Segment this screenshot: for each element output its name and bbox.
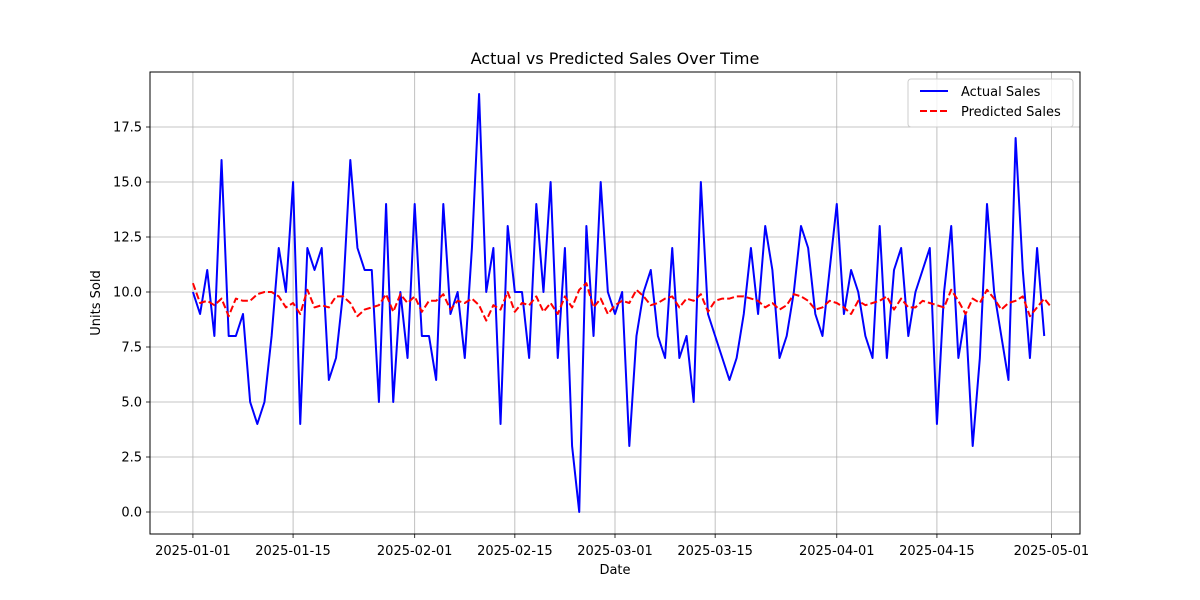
legend-label-predicted: Predicted Sales: [961, 105, 1061, 120]
y-tick-label: 5.0: [121, 396, 142, 411]
y-tick-label: 7.5: [121, 341, 142, 356]
x-axis-ticks: 2025-01-01 2025-01-15 2025-02-01 2025-02-15…: [155, 534, 1089, 559]
x-tick-label: 2025-01-15: [255, 544, 331, 559]
x-tick-label: 2025-03-01: [577, 544, 653, 559]
series-layer: [191, 93, 1053, 513]
x-tick-label: 2025-04-15: [899, 544, 975, 559]
x-tick-label: 2025-01-01: [155, 544, 231, 559]
y-axis-label: Units Sold: [89, 270, 104, 335]
x-axis-label: Date: [599, 563, 630, 578]
y-tick-label: 2.5: [121, 451, 142, 466]
legend-box: [907, 78, 1074, 128]
series-line-predicted-sales: [191, 282, 1053, 322]
x-tick-label: 2025-05-01: [1014, 544, 1090, 559]
y-tick-label: 10.0: [113, 286, 142, 301]
x-tick-label: 2025-02-15: [477, 544, 553, 559]
chart-title: Actual vs Predicted Sales Over Time: [471, 49, 760, 68]
legend: Actual Sales Predicted Sales: [907, 78, 1074, 128]
y-tick-label: 0.0: [121, 506, 142, 521]
x-tick-label: 2025-02-01: [377, 544, 453, 559]
grid-lines: [150, 72, 1080, 534]
y-tick-label: 17.5: [113, 121, 142, 136]
x-tick-label: 2025-03-15: [677, 544, 753, 559]
y-tick-label: 15.0: [113, 176, 142, 191]
y-tick-label: 12.5: [113, 231, 142, 246]
x-tick-label: 2025-04-01: [799, 544, 875, 559]
legend-label-actual: Actual Sales: [961, 85, 1041, 100]
y-axis-ticks: 0.0 2.5 5.0 7.5 10.0 12.5 15.0 17.5: [113, 121, 150, 521]
